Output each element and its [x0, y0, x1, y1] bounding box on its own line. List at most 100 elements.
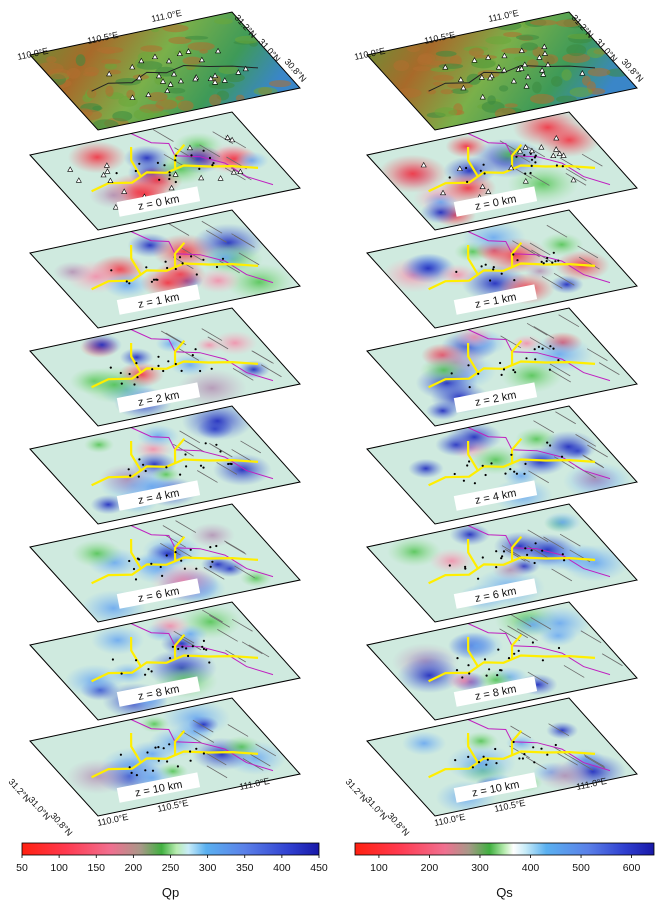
event-dot — [479, 169, 482, 172]
colorbar-tick-label: 300 — [471, 862, 489, 874]
event-dot — [164, 260, 167, 263]
fault-line — [601, 653, 623, 667]
station-marker — [501, 66, 508, 73]
fault-line — [165, 534, 186, 548]
event-dot — [523, 753, 526, 756]
q-anomaly — [139, 715, 170, 733]
station-marker — [112, 204, 119, 210]
event-dot — [137, 475, 140, 478]
event-dot — [145, 266, 148, 269]
event-dot — [135, 659, 138, 662]
event-dot — [156, 161, 159, 164]
event-dot — [462, 479, 465, 482]
event-dot — [166, 760, 169, 763]
event-dot — [151, 769, 155, 772]
event-dot — [448, 176, 451, 179]
event-dot — [515, 472, 519, 475]
event-dot — [548, 368, 552, 371]
river-line — [173, 241, 186, 268]
station-marker — [198, 56, 205, 63]
depth-slice: z = 0 km — [29, 111, 301, 231]
station-marker — [521, 61, 528, 67]
q-anomaly — [446, 744, 516, 783]
event-dot — [190, 255, 193, 258]
event-dot — [546, 256, 549, 260]
q-anomaly — [212, 330, 258, 356]
fault-line — [205, 752, 227, 766]
event-dot — [534, 161, 537, 164]
station-marker — [138, 57, 145, 64]
event-dot — [202, 258, 205, 261]
river-line — [467, 440, 479, 471]
event-dot — [174, 159, 177, 162]
river-line — [510, 437, 523, 464]
fault-line — [546, 224, 568, 238]
river-line — [467, 342, 479, 373]
event-dot — [147, 668, 150, 671]
station-marker — [560, 152, 567, 158]
event-dot — [513, 470, 516, 473]
event-dot — [219, 450, 222, 453]
fault-line — [161, 330, 182, 344]
station-marker — [471, 57, 478, 63]
lat-label: 31.0°N — [364, 795, 390, 822]
event-dot — [168, 657, 172, 660]
river-line — [510, 339, 523, 366]
event-dot — [533, 156, 537, 159]
fault-line — [563, 665, 585, 678]
event-dot — [190, 154, 193, 157]
station-marker — [67, 166, 74, 172]
river-line — [428, 458, 596, 487]
event-dot — [541, 659, 545, 662]
river-line — [510, 241, 523, 268]
event-dot — [215, 544, 218, 548]
event-dot — [179, 473, 182, 476]
fault-line — [206, 765, 228, 779]
q-anomaly — [123, 145, 171, 171]
colorbar-tick-label: 200 — [125, 862, 143, 874]
event-dot — [120, 672, 123, 675]
event-dot — [138, 162, 141, 165]
river-line — [130, 244, 142, 275]
station-marker — [129, 94, 136, 100]
event-dot — [189, 548, 192, 551]
depth-slice: z = 0 km — [366, 111, 638, 231]
q-anomaly — [514, 447, 567, 476]
event-dot — [191, 354, 194, 357]
station-marker — [170, 70, 177, 77]
station-marker — [165, 57, 172, 64]
station-marker — [508, 164, 515, 171]
fault-line — [179, 430, 201, 444]
event-dot — [471, 766, 474, 769]
q-anomaly — [235, 151, 269, 170]
layer-frame — [29, 11, 301, 131]
station-marker — [242, 65, 249, 72]
depth-slice: z = 10 km — [366, 697, 638, 817]
fault-line — [231, 618, 253, 632]
event-dot — [530, 549, 533, 552]
fault-line — [527, 671, 549, 685]
event-dot — [168, 174, 171, 177]
q-anomaly — [200, 555, 235, 574]
fault-line — [249, 753, 271, 767]
station-marker — [457, 76, 464, 82]
event-dot — [136, 376, 139, 379]
fault-line — [528, 470, 549, 484]
layer-frame — [29, 697, 301, 817]
fault-line — [180, 637, 202, 651]
colorbar-tick-label: 500 — [572, 862, 590, 874]
boundary-line — [467, 623, 611, 676]
q-anomaly — [449, 631, 504, 661]
station-marker — [186, 144, 193, 151]
fault-line — [260, 364, 282, 378]
event-dot — [194, 348, 197, 351]
layer-frame — [366, 697, 638, 817]
fault-line — [551, 568, 573, 582]
station-marker — [192, 75, 199, 82]
q-anomaly — [561, 544, 630, 582]
station-marker — [221, 77, 228, 83]
layer-frame — [366, 11, 638, 131]
event-dot — [523, 154, 526, 157]
event-dot — [546, 441, 549, 444]
